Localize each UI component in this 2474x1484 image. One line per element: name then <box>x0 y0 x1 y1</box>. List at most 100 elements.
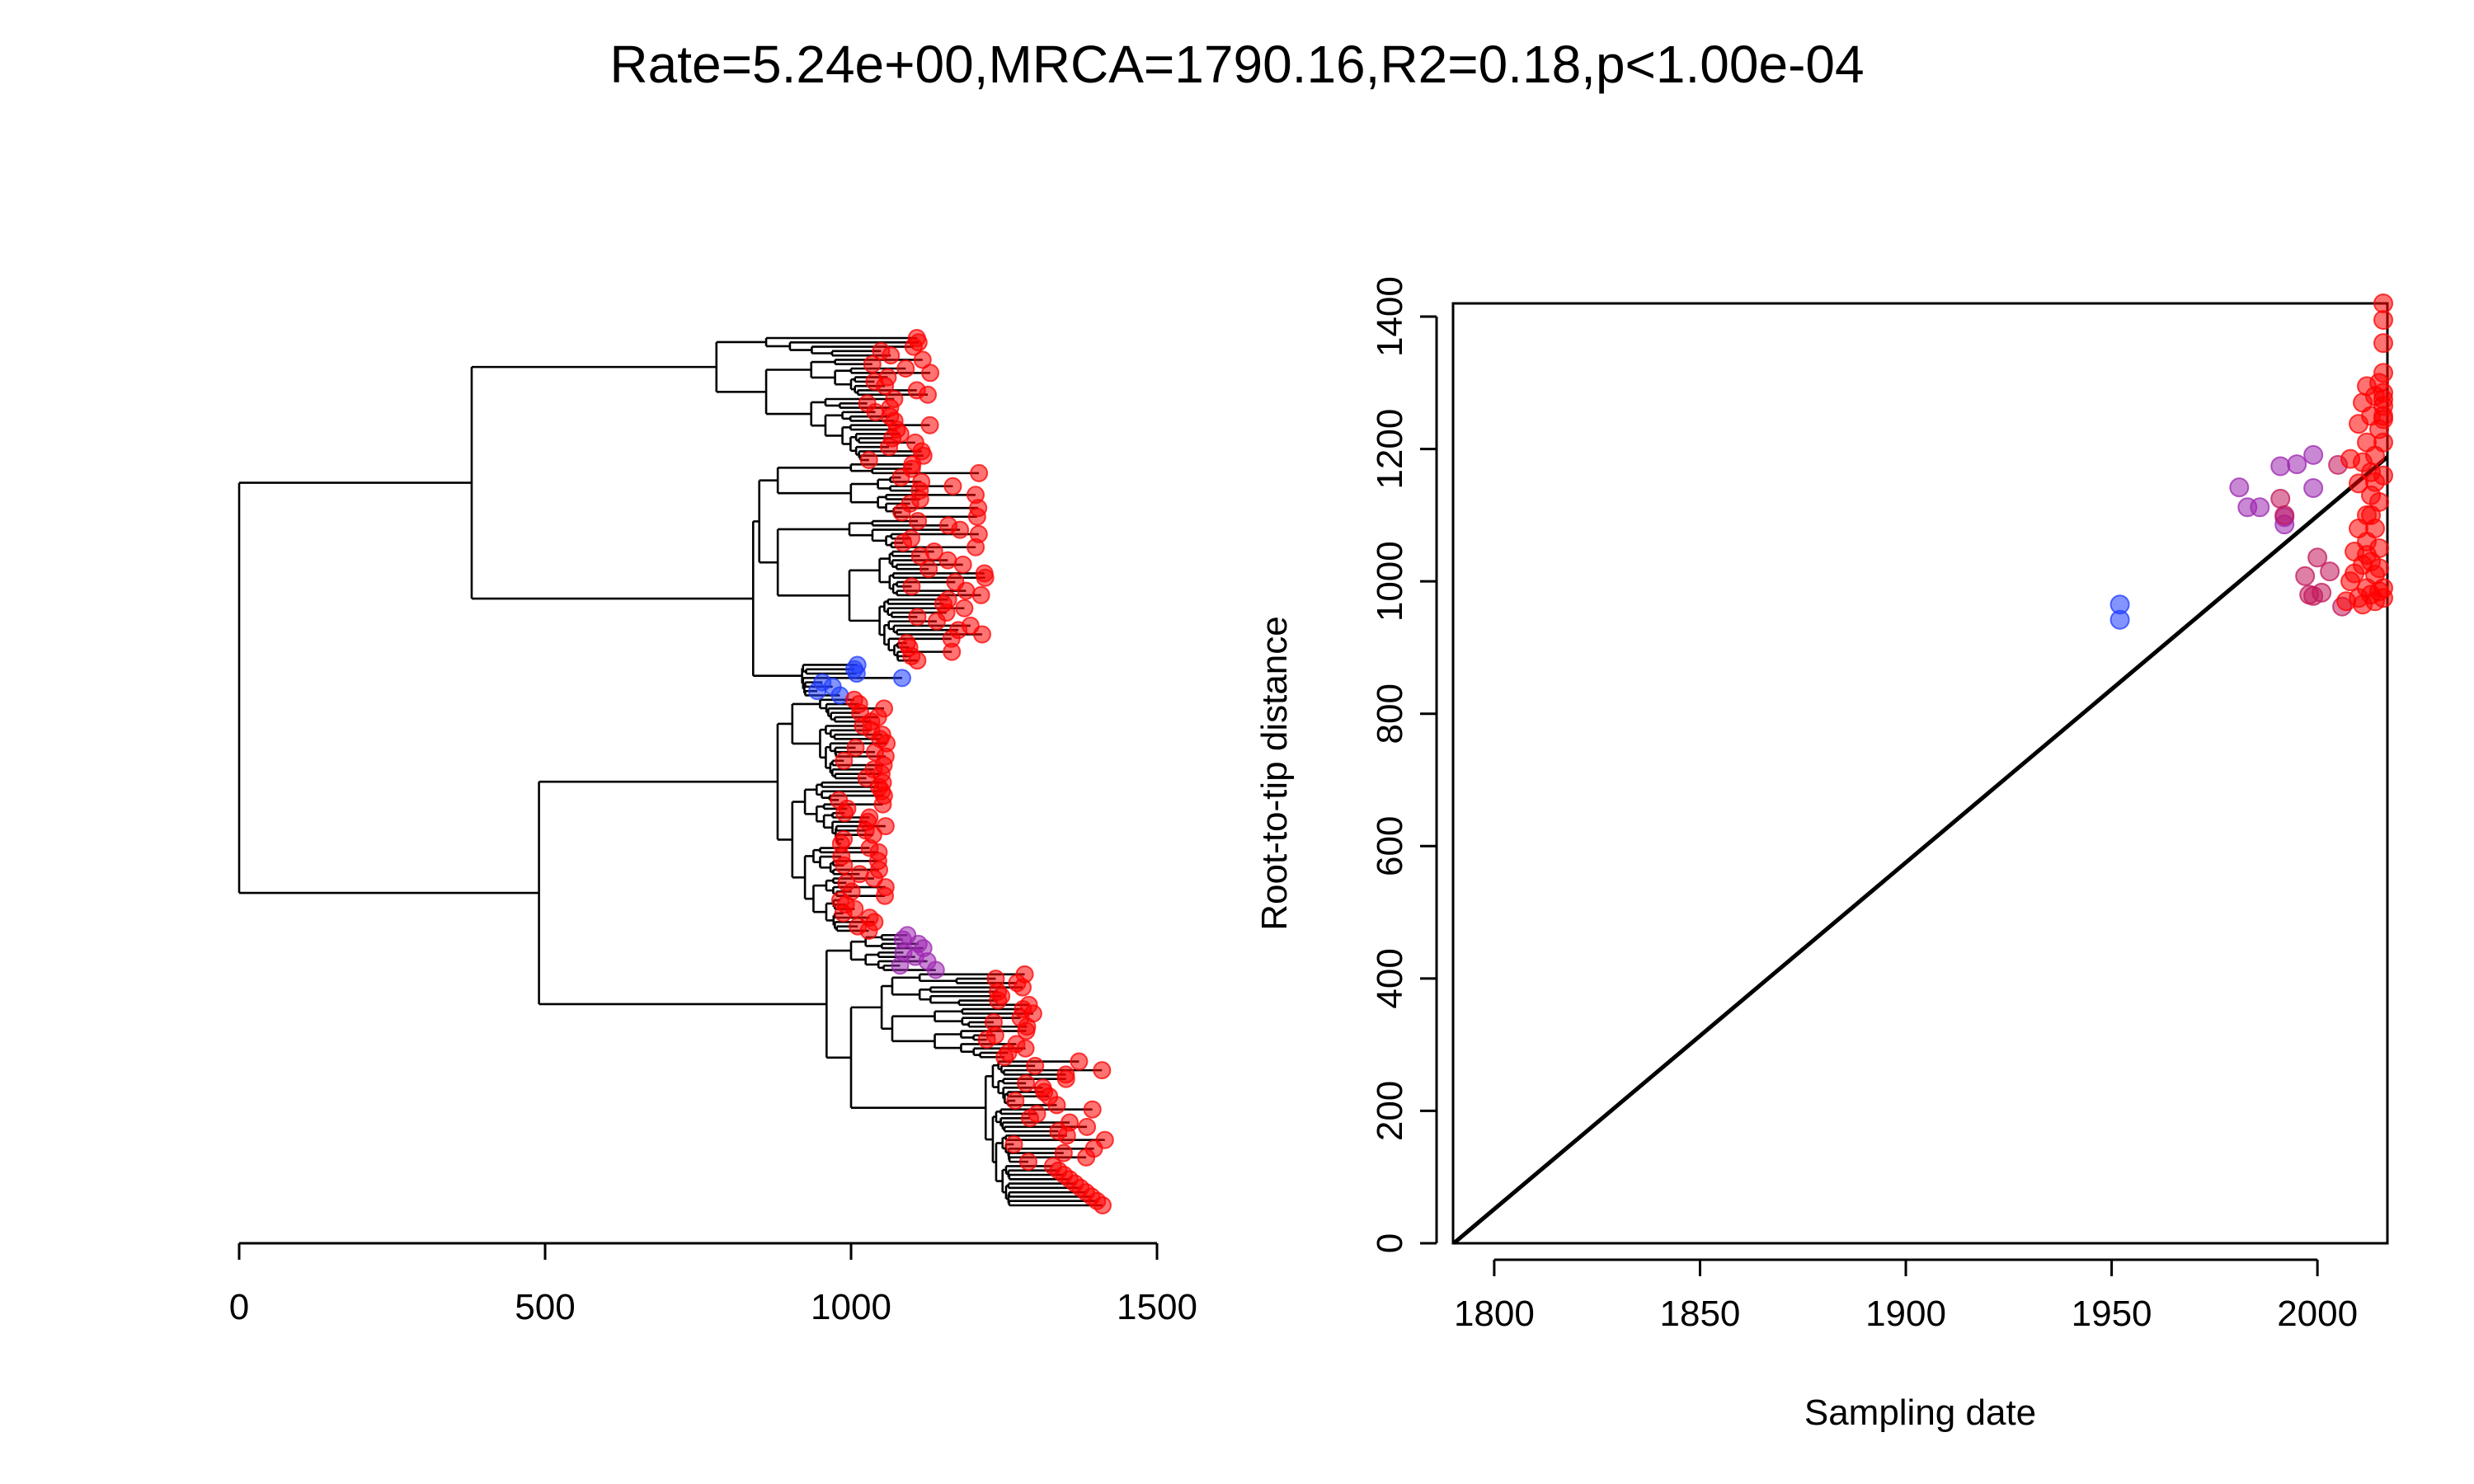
scatter-point <box>2295 566 2316 586</box>
y-axis-title: Root-to-tip distance <box>1254 616 1295 931</box>
tree-tip <box>955 599 974 618</box>
tree-x-tick-label: 1000 <box>811 1287 891 1327</box>
scatter-point <box>2270 488 2291 509</box>
tree-tip <box>921 364 940 383</box>
tree-x-tick-label: 500 <box>515 1287 575 1327</box>
scatter-point <box>2353 452 2373 472</box>
scatter-point <box>2270 456 2291 477</box>
tree-tip <box>910 547 929 566</box>
scatter-point <box>2349 518 2369 538</box>
y-tick-label: 1400 <box>1370 276 1410 357</box>
x-tick-label: 1800 <box>1454 1294 1535 1334</box>
tree-tip <box>967 538 985 556</box>
tree-panel: 0 500 1000 1500 <box>229 329 1197 1327</box>
tree-tip <box>1056 1069 1075 1088</box>
tree-tip <box>847 665 866 683</box>
tree-x-axis: 0 500 1000 1500 <box>229 1242 1197 1327</box>
scatter-points <box>2109 294 2394 630</box>
tree-tip <box>1093 1061 1112 1080</box>
tree-tip <box>943 642 962 661</box>
tree-tip <box>989 991 1008 1010</box>
scatter-point <box>2303 444 2324 465</box>
tree-x-tick-label: 0 <box>229 1287 249 1327</box>
tree-tip <box>1057 1126 1076 1145</box>
tree-tip <box>1026 1056 1045 1075</box>
scatter-point <box>2361 505 2382 525</box>
tree-tip <box>863 355 882 373</box>
tree-tip <box>1083 1100 1102 1119</box>
scatter-point <box>2303 477 2324 498</box>
tree-tip <box>904 337 923 356</box>
tree-tip <box>892 669 911 688</box>
scatter-point <box>2369 558 2390 579</box>
x-tick-label: 2000 <box>2277 1294 2358 1334</box>
tree-tip <box>876 377 895 396</box>
tree-tips <box>808 329 1114 1214</box>
tree-tip <box>920 416 939 434</box>
tree-tip <box>971 585 990 604</box>
tree-tip <box>977 1031 996 1050</box>
scatter-point <box>2307 547 2328 568</box>
tree-tip <box>927 612 946 631</box>
scatter-point <box>2274 505 2295 525</box>
tree-tip <box>846 738 865 757</box>
tree-tip <box>938 551 957 570</box>
tree-tip <box>1021 1109 1040 1128</box>
scatter-point <box>2373 406 2394 426</box>
scatter-point <box>2109 609 2130 630</box>
scatter-point <box>2373 294 2394 313</box>
tree-tip <box>835 804 854 823</box>
scatter-point <box>2373 578 2394 599</box>
tree-branches <box>238 336 1105 1207</box>
y-tick-label: 1000 <box>1370 541 1410 622</box>
y-tick-label: 800 <box>1370 683 1410 744</box>
tree-tip <box>1017 1073 1036 1092</box>
tree-tip <box>919 385 938 404</box>
tree-tip <box>892 503 911 522</box>
y-tick-label: 600 <box>1370 816 1410 876</box>
scatter-point <box>2303 585 2324 606</box>
tree-tip <box>835 856 854 875</box>
tree-tip <box>891 956 910 975</box>
tree-tip <box>920 560 938 579</box>
tree-tip <box>913 350 932 369</box>
scatter-point <box>2320 561 2340 582</box>
x-tick-label: 1950 <box>2072 1294 2152 1334</box>
scatter-point <box>2373 363 2394 383</box>
scatter-point <box>2287 454 2307 475</box>
tree-tip <box>1070 1052 1089 1071</box>
tree-tip <box>1004 1134 1023 1153</box>
scatter-point <box>2373 432 2394 453</box>
scatter-point <box>2373 383 2394 403</box>
tree-tip <box>1018 1153 1037 1172</box>
tree-tip <box>859 921 878 940</box>
tree-tip <box>891 468 910 487</box>
tree-tip <box>908 608 927 627</box>
y-tick-label: 0 <box>1370 1233 1410 1253</box>
tree-x-tick-label: 1500 <box>1117 1287 1197 1327</box>
x-tick-label: 1900 <box>1865 1294 1946 1334</box>
tree-tip <box>909 512 928 531</box>
tree-tip <box>967 507 986 526</box>
tree-tip <box>876 886 895 905</box>
scatter-point <box>2373 333 2394 354</box>
scatter-point <box>2365 472 2386 492</box>
tree-tip <box>972 625 991 644</box>
tree-tip <box>957 581 976 600</box>
tree-tip <box>902 577 921 596</box>
tree-tip <box>859 451 878 470</box>
tree-tip <box>970 463 989 482</box>
x-tick-label: 1850 <box>1660 1294 1741 1334</box>
tree-tip <box>943 477 962 495</box>
tree-tip <box>926 960 945 979</box>
chart-title: Rate=5.24e+00,MRCA=1790.16,R2=0.18,p<1.0… <box>609 35 1864 94</box>
x-axis-title: Sampling date <box>1804 1392 2036 1433</box>
tree-tip <box>1054 1144 1073 1162</box>
y-tick-label: 200 <box>1370 1081 1410 1141</box>
y-tick-label: 1200 <box>1370 409 1410 490</box>
tree-tip <box>1017 1021 1036 1040</box>
tree-tip <box>873 795 892 814</box>
tree-tip <box>896 359 915 378</box>
scatter-y-axis: 0 200 400 600 800 1000 1200 1400 <box>1370 276 1438 1253</box>
